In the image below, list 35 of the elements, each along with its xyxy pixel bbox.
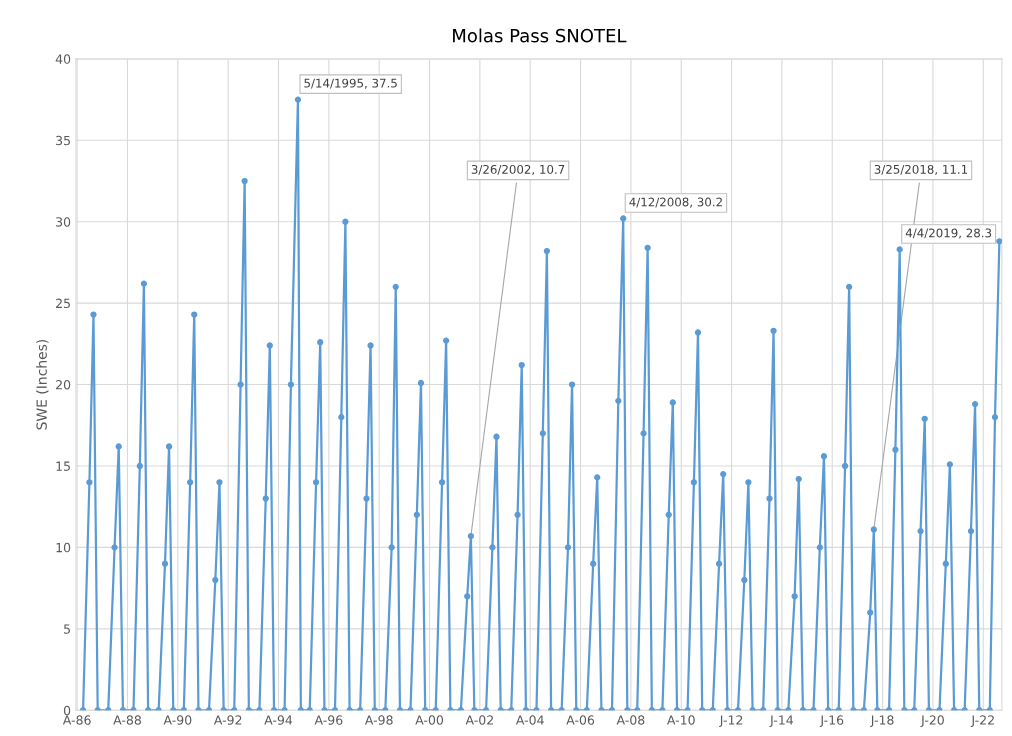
y-tick-label: 35	[56, 135, 70, 146]
y-tick-label: 20	[56, 380, 71, 390]
y-tick-label: 40	[55, 54, 71, 64]
x-tick-label: J-12	[719, 715, 743, 728]
annotation: 4/12/2008, 30.2	[629, 197, 722, 208]
x-tick-label: J-16	[819, 715, 844, 728]
y-tick-label: 25	[56, 298, 70, 309]
x-tick-label: A-08	[616, 715, 645, 725]
x-tick-label: A-00	[415, 715, 444, 725]
y-tick-label: 0	[63, 705, 71, 716]
x-tick-label: A-04	[515, 715, 544, 725]
x-tick-label: J-14	[769, 715, 794, 728]
y-tick-label: 15	[56, 461, 70, 471]
x-tick-label: A-88	[113, 715, 141, 725]
annotation: 3/25/2018, 11.1	[874, 164, 968, 176]
annotation: 4/4/2019, 28.3	[905, 228, 992, 239]
y-tick-label: 30	[56, 217, 71, 227]
x-tick-label: A-06	[566, 715, 595, 725]
y-axis-title: SWE (Inches)	[36, 339, 49, 430]
x-tick-label: A-86	[62, 715, 91, 725]
x-tick-label: A-90	[163, 715, 192, 725]
x-tick-label: A-94	[264, 715, 293, 725]
x-tick-label: J-22	[970, 715, 994, 728]
y-tick-label: 10	[56, 542, 71, 553]
x-tick-label: J-18	[870, 715, 894, 728]
chart-title: Molas Pass SNOTEL	[453, 28, 627, 43]
x-tick-label: A-96	[314, 715, 343, 725]
x-tick-label: A-02	[465, 715, 493, 725]
x-tick-label: A-10	[666, 715, 695, 725]
x-tick-label: A-92	[213, 715, 242, 725]
x-tick-label: J-20	[920, 715, 944, 728]
annotation: 5/14/1995, 37.5	[304, 78, 397, 89]
y-tick-label: 5	[64, 624, 70, 634]
annotation: 3/26/2002, 10.7	[471, 164, 565, 176]
x-tick-label: A-98	[364, 715, 393, 725]
